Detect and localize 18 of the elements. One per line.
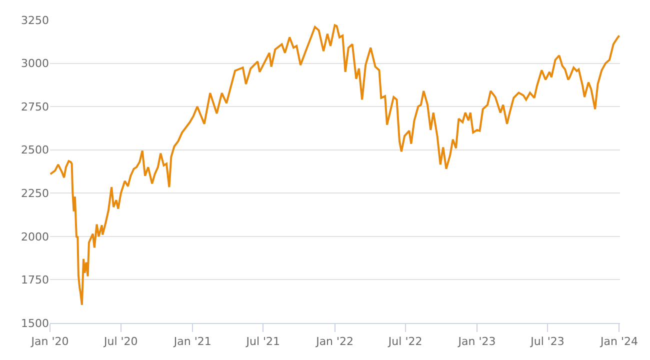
x-tick-label: Jan '21 (172, 335, 212, 348)
x-tick-label: Jan '24 (599, 335, 638, 348)
x-tick-label: Jul '23 (530, 335, 564, 348)
y-tick-label: 2250 (21, 186, 49, 200)
y-tick-label: 2500 (21, 144, 49, 157)
x-tick-label: Jan '20 (30, 335, 69, 348)
y-tick-label: 3000 (21, 57, 49, 70)
y-tick-label: 2750 (21, 100, 49, 114)
x-tick-label: Jul '20 (103, 335, 138, 348)
x-tick-label: Jan '23 (457, 335, 496, 348)
x-tick-label: Jan '22 (315, 335, 354, 348)
x-tick-label: Jul '22 (387, 335, 422, 348)
y-tick-label: 1750 (21, 274, 49, 287)
x-tick-label: Jul '21 (245, 335, 280, 348)
y-tick-label: 1500 (21, 316, 49, 330)
y-tick-label: 3250 (21, 14, 49, 27)
line-series (50, 24, 620, 306)
y-tick-label: 2000 (21, 230, 49, 244)
